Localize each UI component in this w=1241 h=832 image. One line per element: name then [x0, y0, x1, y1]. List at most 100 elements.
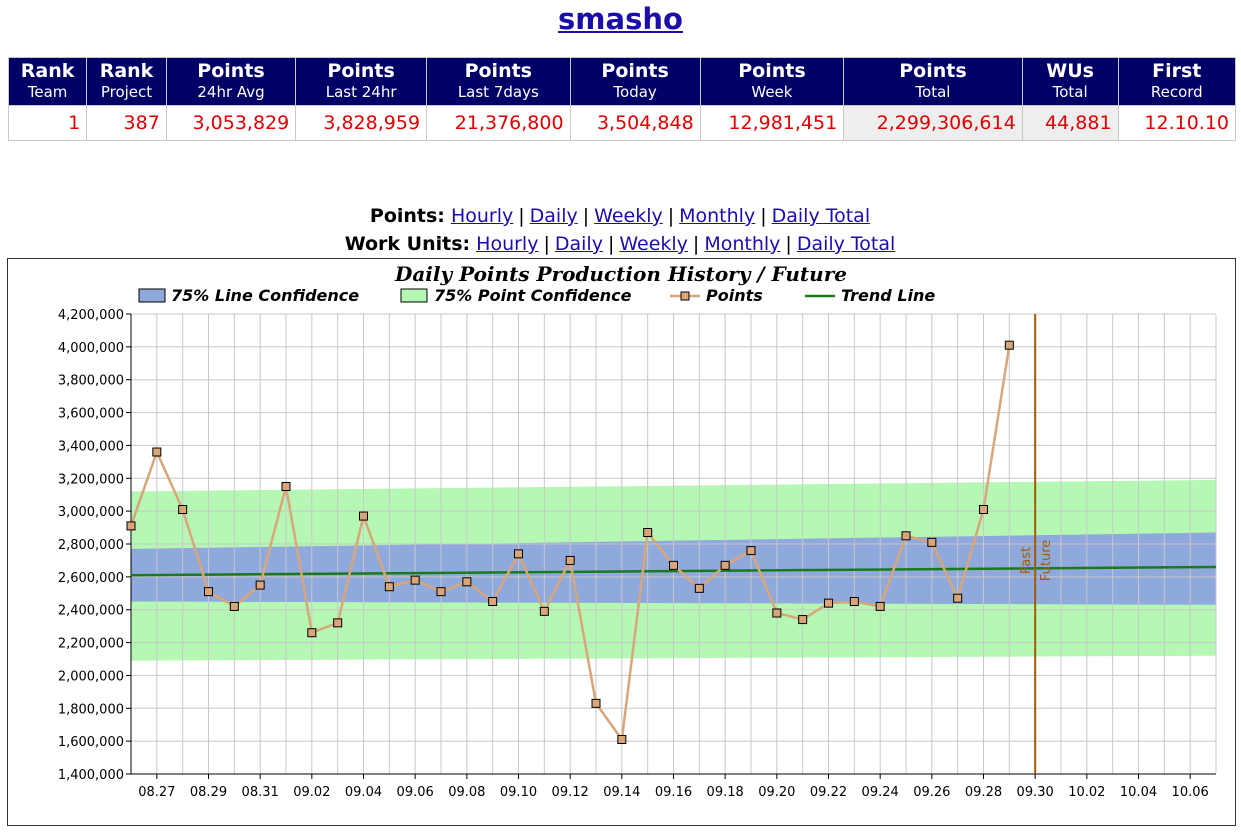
stats-header-bottom: 24hr Avg [197, 83, 265, 101]
x-tick-label: 10.04 [1120, 785, 1157, 800]
points-link-list: Hourly | Daily | Weekly | Monthly | Daily Total [451, 205, 870, 227]
stats-value-2: 3,053,829 [165, 105, 297, 141]
stats-header-top: Points [327, 60, 395, 82]
stats-header-0: Rank Team [7, 57, 88, 106]
work-units-link-hourly[interactable]: Hourly [476, 233, 539, 255]
data-point [436, 587, 446, 597]
x-tick-label: 09.20 [758, 785, 795, 800]
divider-label-past: Past [1019, 547, 1034, 574]
x-tick-label: 09.06 [397, 785, 434, 800]
y-tick-label: 2,800,000 [58, 538, 124, 553]
stats-value-6: 12,981,451 [699, 105, 845, 141]
stats-header-top: Points [738, 60, 806, 82]
points-link-daily-total[interactable]: Daily Total [771, 205, 871, 227]
data-point [229, 601, 239, 611]
y-tick-label: 3,800,000 [58, 374, 124, 389]
data-point [953, 593, 963, 603]
points-link-daily[interactable]: Daily [529, 205, 578, 227]
y-tick-label: 4,000,000 [58, 341, 124, 356]
legend-label-line-confidence: 75% Line Confidence [171, 286, 359, 305]
page-title[interactable]: smasho [558, 2, 683, 36]
x-tick-label: 09.12 [552, 785, 589, 800]
x-tick-label: 09.30 [1017, 785, 1054, 800]
stats-value-7: 2,299,306,614 [843, 105, 1023, 141]
y-tick-label: 4,200,000 [58, 308, 124, 323]
link-separator: | [667, 205, 675, 227]
data-point [669, 560, 678, 570]
stats-value-8: 44,881 [1021, 105, 1119, 141]
stats-table: Rank Team Rank Project Points 24hr Avg Points L… [7, 57, 1237, 141]
points-link-weekly[interactable]: Weekly [594, 205, 663, 227]
work-units-link-monthly[interactable]: Monthly [704, 233, 781, 255]
data-point [772, 608, 782, 618]
points-link-monthly[interactable]: Monthly [679, 205, 756, 227]
data-point [979, 505, 988, 514]
x-tick-label: 09.10 [500, 785, 537, 800]
stats-header-bottom: Last 24hr [325, 83, 397, 101]
x-tick-label: 08.27 [138, 785, 175, 800]
x-tick-label: 09.08 [448, 785, 485, 800]
data-point [901, 531, 911, 541]
data-point [824, 598, 833, 608]
stats-header-top: Points [601, 60, 669, 82]
data-point [410, 575, 420, 585]
data-point [927, 537, 937, 547]
stats-value-0: 1 [7, 105, 88, 141]
stats-value-4: 21,376,800 [426, 105, 571, 141]
stats-header-bottom: Total [1052, 83, 1088, 101]
link-separator: | [518, 205, 525, 227]
stats-header-bottom: Project [100, 83, 153, 101]
x-tick-label: 09.24 [862, 785, 899, 800]
points-link-hourly[interactable]: Hourly [450, 205, 514, 227]
stats-header-9: First Record [1117, 57, 1237, 106]
y-tick-label: 1,800,000 [58, 702, 124, 717]
work-units-link-daily[interactable]: Daily [554, 233, 603, 255]
data-point [720, 560, 730, 570]
data-point [746, 546, 756, 556]
y-tick-label: 2,000,000 [58, 669, 124, 684]
stats-header-top: Points [899, 60, 967, 82]
link-separator: | [785, 233, 792, 255]
data-point [178, 505, 188, 514]
legend-swatch-line-confidence [138, 288, 166, 303]
points-links-label: Points: [369, 205, 445, 227]
data-point [255, 580, 265, 590]
stats-header-6: Points Week [699, 57, 845, 106]
stats-header-bottom: Week [751, 83, 793, 101]
y-tick-label: 1,600,000 [58, 735, 124, 750]
stats-header-3: Points Last 24hr [295, 57, 428, 106]
work-units-link-daily-total[interactable]: Daily Total [796, 233, 896, 255]
data-point [281, 482, 291, 491]
data-point [359, 511, 368, 521]
x-tick-label: 10.06 [1172, 785, 1209, 800]
data-point [1004, 340, 1014, 350]
y-tick-label: 2,200,000 [58, 637, 124, 652]
y-tick-label: 3,600,000 [58, 407, 124, 422]
data-point [643, 528, 653, 537]
y-tick-label: 3,000,000 [58, 505, 124, 520]
data-point [152, 447, 162, 457]
chart-container: 1,400,000 1,600,000 1,800,000 2,000,000 2,20… [7, 258, 1236, 826]
stats-value-row: 1 387 3,053,829 3,828,959 21,376,800 3,504,84… [7, 105, 1237, 141]
data-point [798, 615, 808, 625]
legend-label-trend-line: Trend Line [841, 286, 935, 305]
x-tick-label: 09.28 [965, 785, 1002, 800]
divider-label-future: Future [1039, 540, 1054, 581]
stats-header-top: WUs [1046, 60, 1094, 82]
x-tick-label: 10.02 [1068, 785, 1105, 800]
stats-value-9: 12.10.10 [1117, 105, 1237, 141]
data-point [591, 698, 601, 708]
stats-header-top: Rank [99, 60, 154, 82]
stats-header-top: Rank [20, 60, 75, 82]
points-chart: 1,400,000 1,600,000 1,800,000 2,000,000 2,20… [58, 262, 1217, 800]
data-point [384, 582, 394, 592]
stats-header-row: Rank Team Rank Project Points 24hr Avg Points L… [7, 57, 1237, 106]
stats-header-bottom: Total [915, 83, 951, 101]
work-units-link-weekly[interactable]: Weekly [619, 233, 688, 255]
stats-header-4: Points Last 7days [426, 57, 571, 106]
link-separator: | [692, 233, 700, 255]
data-point [514, 549, 523, 559]
x-tick-label: 09.14 [603, 785, 640, 800]
stats-header-2: Points 24hr Avg [165, 57, 297, 106]
stats-header-top: Points [464, 60, 532, 82]
